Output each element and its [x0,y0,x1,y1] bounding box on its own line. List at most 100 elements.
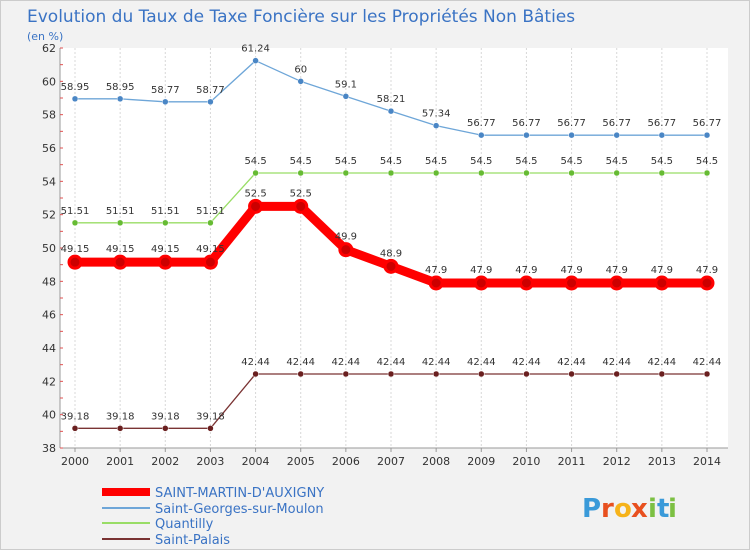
data-labels: 58.95 58.95 58.77 58.77 61.24 60 59.1 58.21 57.3… [61,44,722,423]
data-point-saint-palais [116,425,124,432]
data-label-saint-palais: 42.44 [422,357,451,368]
data-label-quantilly: 54.5 [290,156,312,167]
data-label-quantilly: 54.5 [696,156,718,167]
data-label-saint-palais: 42.44 [602,357,631,368]
data-point-quantilly [162,219,169,227]
data-label-saint-georges-sur-moulon: 60 [294,64,307,75]
x-tick-label: 2007 [377,455,405,468]
data-point-saint-palais [71,425,79,432]
x-tick-label: 2000 [61,455,89,468]
data-point-quantilly [207,219,214,227]
series-layer [67,57,715,432]
data-label-saint-palais: 42.44 [512,357,541,368]
data-label-saint-palais: 42.44 [332,357,361,368]
data-point-saint-georges-sur-moulon [71,95,79,103]
data-label-saint-georges-sur-moulon: 58.95 [106,82,135,93]
data-label-saint-georges-sur-moulon: 61.24 [241,44,270,55]
data-point-saint-georges-sur-moulon [162,98,169,106]
logo-letter: r [601,494,614,524]
data-label-saint-georges-sur-moulon: 56.77 [512,118,541,129]
data-label-saint-martin-d-auxigny: 48.9 [380,248,402,259]
data-label-quantilly: 51.51 [106,206,135,217]
data-point-saint-georges-sur-moulon [207,98,214,106]
data-label-quantilly: 51.51 [61,206,90,217]
data-label-quantilly: 54.5 [651,156,673,167]
data-point-saint-palais [568,370,575,378]
data-label-quantilly: 51.51 [151,206,180,217]
data-point-quantilly [342,169,350,177]
logo-letter: t [657,494,669,524]
data-label-saint-martin-d-auxigny: 49.9 [335,232,357,243]
data-label-saint-palais: 42.44 [557,357,586,368]
data-label-saint-martin-d-auxigny: 52.5 [244,188,266,199]
data-point-saint-martin-d-auxigny [202,254,218,270]
data-point-saint-palais [703,370,711,378]
data-point-quantilly [658,169,666,177]
data-point-quantilly [478,169,485,177]
data-label-saint-palais: 42.44 [648,357,677,368]
data-label-quantilly: 54.5 [380,156,402,167]
y-tick-label: 38 [42,442,56,455]
x-tick-label: 2014 [693,455,721,468]
data-point-saint-georges-sur-moulon [658,131,666,139]
data-point-saint-palais [432,370,440,378]
data-label-quantilly: 54.5 [560,156,582,167]
data-label-saint-martin-d-auxigny: 49.15 [106,244,135,255]
data-point-saint-georges-sur-moulon [297,78,304,85]
x-tick-label: 2009 [467,455,495,468]
data-point-saint-georges-sur-moulon [116,95,124,103]
data-point-saint-georges-sur-moulon [478,131,485,139]
data-point-quantilly [252,169,259,177]
data-label-quantilly: 54.5 [515,156,537,167]
y-tick-label: 50 [42,242,56,255]
x-tick-label: 2002 [151,455,179,468]
x-tick-label: 2008 [422,455,450,468]
data-label-saint-georges-sur-moulon: 58.77 [151,85,180,96]
x-tick-label: 2001 [106,455,134,468]
data-point-saint-georges-sur-moulon [252,57,259,64]
data-point-quantilly [432,169,440,177]
data-label-saint-palais: 42.44 [241,357,270,368]
data-point-saint-palais [387,370,395,378]
axes: 38 40 42 44 46 48 50 52 54 56 58 60 62 2000 2001 2002 20… [42,42,728,468]
data-label-saint-martin-d-auxigny: 52.5 [290,188,312,199]
data-label-saint-martin-d-auxigny: 49.15 [196,244,225,255]
data-point-saint-georges-sur-moulon [568,131,575,139]
data-label-saint-georges-sur-moulon: 56.77 [693,118,722,129]
data-label-saint-georges-sur-moulon: 59.1 [335,79,357,90]
logo-letter: i [648,494,657,524]
y-tick-label: 56 [42,142,56,155]
data-point-saint-palais [342,370,350,378]
data-label-saint-martin-d-auxigny: 47.9 [425,265,447,276]
data-label-saint-palais: 42.44 [286,357,315,368]
data-label-quantilly: 54.5 [335,156,357,167]
x-tick-label: 2013 [648,455,676,468]
data-point-saint-martin-d-auxigny [383,258,399,274]
data-label-saint-martin-d-auxigny: 49.15 [61,244,90,255]
data-label-quantilly: 51.51 [196,206,225,217]
data-label-quantilly: 54.5 [425,156,447,167]
data-point-saint-martin-d-auxigny [518,275,534,291]
data-point-saint-martin-d-auxigny [67,254,83,270]
data-label-saint-martin-d-auxigny: 47.9 [651,265,673,276]
data-label-saint-martin-d-auxigny: 47.9 [515,265,537,276]
data-point-saint-martin-d-auxigny [654,275,670,291]
data-point-quantilly [387,169,395,177]
data-point-saint-palais [162,425,169,432]
data-point-saint-georges-sur-moulon [387,107,395,115]
y-tick-label: 46 [42,309,56,322]
legend-label: Quantilly [155,517,214,532]
data-label-saint-georges-sur-moulon: 56.77 [467,118,496,129]
y-tick-label: 52 [42,209,56,222]
logo-letter: P [582,494,601,524]
data-label-saint-georges-sur-moulon: 58.77 [196,85,225,96]
data-point-saint-georges-sur-moulon [342,93,350,100]
data-point-saint-palais [297,370,304,378]
data-point-saint-martin-d-auxigny [473,275,489,291]
data-point-saint-martin-d-auxigny [609,275,625,291]
data-label-saint-martin-d-auxigny: 49.15 [151,244,180,255]
data-label-saint-georges-sur-moulon: 56.77 [602,118,631,129]
x-tick-label: 2005 [287,455,315,468]
data-label-saint-palais: 39.18 [151,411,180,422]
